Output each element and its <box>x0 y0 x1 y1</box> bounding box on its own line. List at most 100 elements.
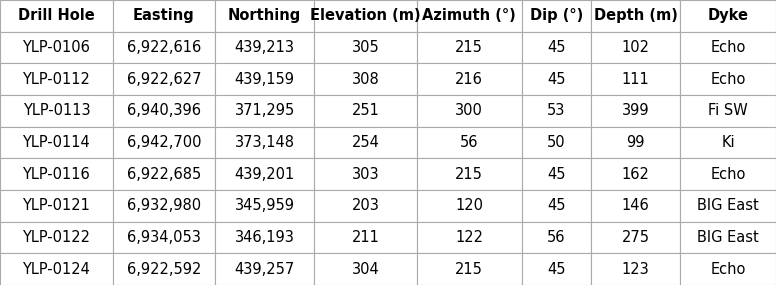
Bar <box>0 127 113 158</box>
Bar <box>215 222 314 253</box>
Bar <box>521 95 591 127</box>
Text: 439,201: 439,201 <box>234 167 295 182</box>
Bar <box>681 222 776 253</box>
Bar <box>0 32 113 63</box>
Text: 275: 275 <box>622 230 650 245</box>
Text: 102: 102 <box>622 40 650 55</box>
Bar <box>591 0 681 32</box>
Bar <box>521 127 591 158</box>
Bar <box>681 158 776 190</box>
Text: 6,932,980: 6,932,980 <box>126 198 201 213</box>
Text: 99: 99 <box>626 135 645 150</box>
Bar <box>314 127 417 158</box>
Text: Azimuth (°): Azimuth (°) <box>422 8 516 23</box>
Text: 211: 211 <box>352 230 379 245</box>
Text: Northing: Northing <box>228 8 301 23</box>
Bar <box>417 63 521 95</box>
Bar <box>314 158 417 190</box>
Bar <box>591 190 681 222</box>
Text: Depth (m): Depth (m) <box>594 8 677 23</box>
Text: YLP-0116: YLP-0116 <box>23 167 90 182</box>
Text: YLP-0106: YLP-0106 <box>23 40 90 55</box>
Bar <box>591 63 681 95</box>
Bar <box>215 190 314 222</box>
Bar <box>681 95 776 127</box>
Text: Dyke: Dyke <box>708 8 749 23</box>
Text: YLP-0122: YLP-0122 <box>23 230 90 245</box>
Bar <box>215 32 314 63</box>
Bar <box>681 127 776 158</box>
Text: Ki: Ki <box>722 135 735 150</box>
Bar <box>681 63 776 95</box>
Bar <box>113 0 215 32</box>
Text: Echo: Echo <box>711 40 746 55</box>
Bar <box>314 63 417 95</box>
Text: Echo: Echo <box>711 167 746 182</box>
Bar <box>521 0 591 32</box>
Bar <box>0 158 113 190</box>
Bar <box>113 253 215 285</box>
Text: YLP-0124: YLP-0124 <box>23 262 90 277</box>
Bar <box>417 95 521 127</box>
Bar <box>0 63 113 95</box>
Text: 399: 399 <box>622 103 650 118</box>
Text: 6,942,700: 6,942,700 <box>126 135 201 150</box>
Text: 111: 111 <box>622 72 650 87</box>
Text: 146: 146 <box>622 198 650 213</box>
Text: Drill Hole: Drill Hole <box>18 8 95 23</box>
Text: YLP-0114: YLP-0114 <box>23 135 90 150</box>
Text: 216: 216 <box>456 72 483 87</box>
Text: 6,922,592: 6,922,592 <box>126 262 201 277</box>
Text: YLP-0112: YLP-0112 <box>23 72 90 87</box>
Bar <box>591 222 681 253</box>
Bar <box>417 158 521 190</box>
Bar <box>0 0 113 32</box>
Bar <box>0 95 113 127</box>
Bar <box>113 32 215 63</box>
Text: 305: 305 <box>352 40 379 55</box>
Bar <box>113 190 215 222</box>
Bar <box>0 190 113 222</box>
Bar <box>591 32 681 63</box>
Bar <box>591 158 681 190</box>
Text: 203: 203 <box>352 198 379 213</box>
Bar <box>314 95 417 127</box>
Text: 215: 215 <box>456 167 483 182</box>
Text: Elevation (m): Elevation (m) <box>310 8 421 23</box>
Bar <box>113 222 215 253</box>
Text: 345,959: 345,959 <box>234 198 295 213</box>
Bar <box>314 190 417 222</box>
Text: BIG East: BIG East <box>698 230 759 245</box>
Text: 215: 215 <box>456 40 483 55</box>
Text: 123: 123 <box>622 262 650 277</box>
Text: 439,159: 439,159 <box>234 72 295 87</box>
Text: 254: 254 <box>352 135 379 150</box>
Text: BIG East: BIG East <box>698 198 759 213</box>
Text: 45: 45 <box>547 72 566 87</box>
Bar <box>0 253 113 285</box>
Text: Dip (°): Dip (°) <box>529 8 583 23</box>
Text: 6,922,685: 6,922,685 <box>126 167 201 182</box>
Bar <box>417 127 521 158</box>
Bar <box>681 0 776 32</box>
Bar <box>215 127 314 158</box>
Text: 56: 56 <box>547 230 566 245</box>
Bar <box>215 95 314 127</box>
Text: Easting: Easting <box>133 8 195 23</box>
Text: 346,193: 346,193 <box>235 230 295 245</box>
Bar <box>314 253 417 285</box>
Bar <box>417 0 521 32</box>
Bar <box>113 63 215 95</box>
Bar <box>215 63 314 95</box>
Bar <box>591 127 681 158</box>
Bar <box>521 222 591 253</box>
Bar <box>314 32 417 63</box>
Text: 162: 162 <box>622 167 650 182</box>
Bar <box>521 32 591 63</box>
Text: 371,295: 371,295 <box>234 103 295 118</box>
Text: 50: 50 <box>547 135 566 150</box>
Bar <box>417 32 521 63</box>
Text: 439,257: 439,257 <box>234 262 295 277</box>
Text: 6,940,396: 6,940,396 <box>127 103 201 118</box>
Bar <box>215 0 314 32</box>
